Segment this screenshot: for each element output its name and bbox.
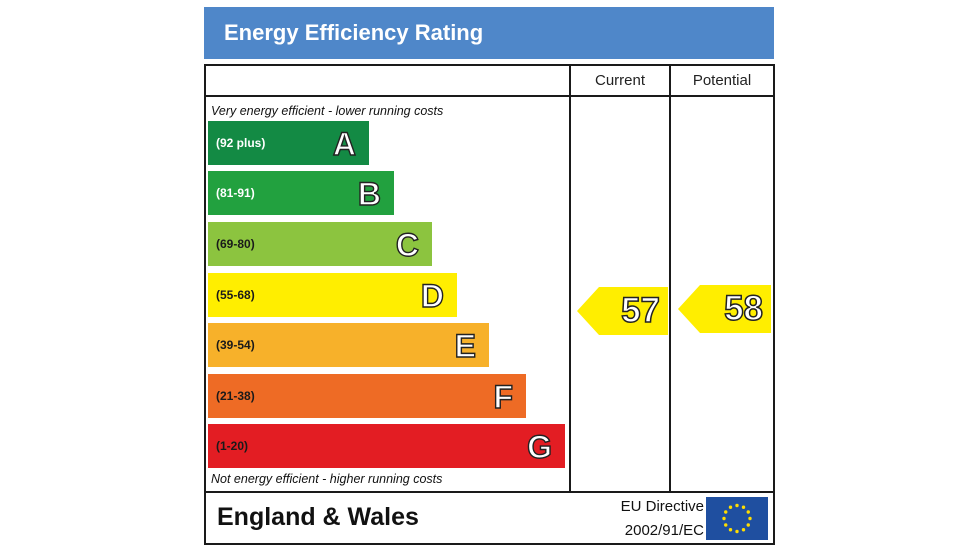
potential-rating-arrow-shape: [678, 285, 771, 333]
rating-band-b: (81-91) B: [208, 171, 394, 215]
band-letter: B: [357, 175, 382, 212]
rating-band-c: (69-80) C: [208, 222, 432, 266]
potential-column-divider: [669, 64, 671, 493]
potential-rating-arrow-value: 58: [723, 288, 763, 329]
eu-flag-icon: [706, 497, 768, 540]
efficient-note: Very energy efficient - lower running co…: [211, 104, 444, 118]
band-range-label: (92 plus): [216, 136, 266, 150]
current-rating-arrow: 57: [577, 287, 668, 335]
band-range-label: (55-68): [216, 288, 255, 302]
band-range-label: (1-20): [216, 439, 249, 453]
current-column-header: Current: [594, 72, 646, 89]
directive-label: EU Directive: [620, 498, 704, 515]
current-rating-arrow-value: 57: [620, 290, 660, 331]
band-letter: C: [395, 226, 420, 263]
directive-number: 2002/91/EC: [624, 522, 704, 539]
rating-band-a: (92 plus) A: [208, 121, 369, 165]
band-letter: G: [526, 428, 552, 465]
band-letter: E: [454, 327, 477, 364]
band-range-label: (69-80): [216, 237, 255, 251]
rating-band-e: (39-54) E: [208, 323, 489, 367]
chart-title: Energy Efficiency Rating: [204, 7, 774, 59]
rating-band-d: (55-68) D: [208, 273, 457, 317]
band-range-label: (39-54): [216, 338, 255, 352]
band-letter: A: [332, 125, 357, 162]
region-label: England & Wales: [217, 503, 419, 531]
inefficient-note: Not energy efficient - higher running co…: [211, 472, 443, 486]
header-row-divider: [204, 95, 775, 97]
footer-divider: [204, 491, 775, 493]
current-column-divider: [569, 64, 571, 493]
band-letter: D: [420, 277, 445, 314]
rating-frame: [204, 64, 775, 545]
band-range-label: (81-91): [216, 186, 255, 200]
band-range-label: (21-38): [216, 389, 255, 403]
band-letter: F: [493, 378, 514, 415]
rating-band-f: (21-38) F: [208, 374, 526, 418]
potential-rating-arrow: 58: [678, 285, 771, 333]
current-rating-arrow-shape: [577, 287, 668, 335]
rating-band-g: (1-20) G: [208, 424, 565, 468]
potential-column-header: Potential: [692, 72, 752, 89]
